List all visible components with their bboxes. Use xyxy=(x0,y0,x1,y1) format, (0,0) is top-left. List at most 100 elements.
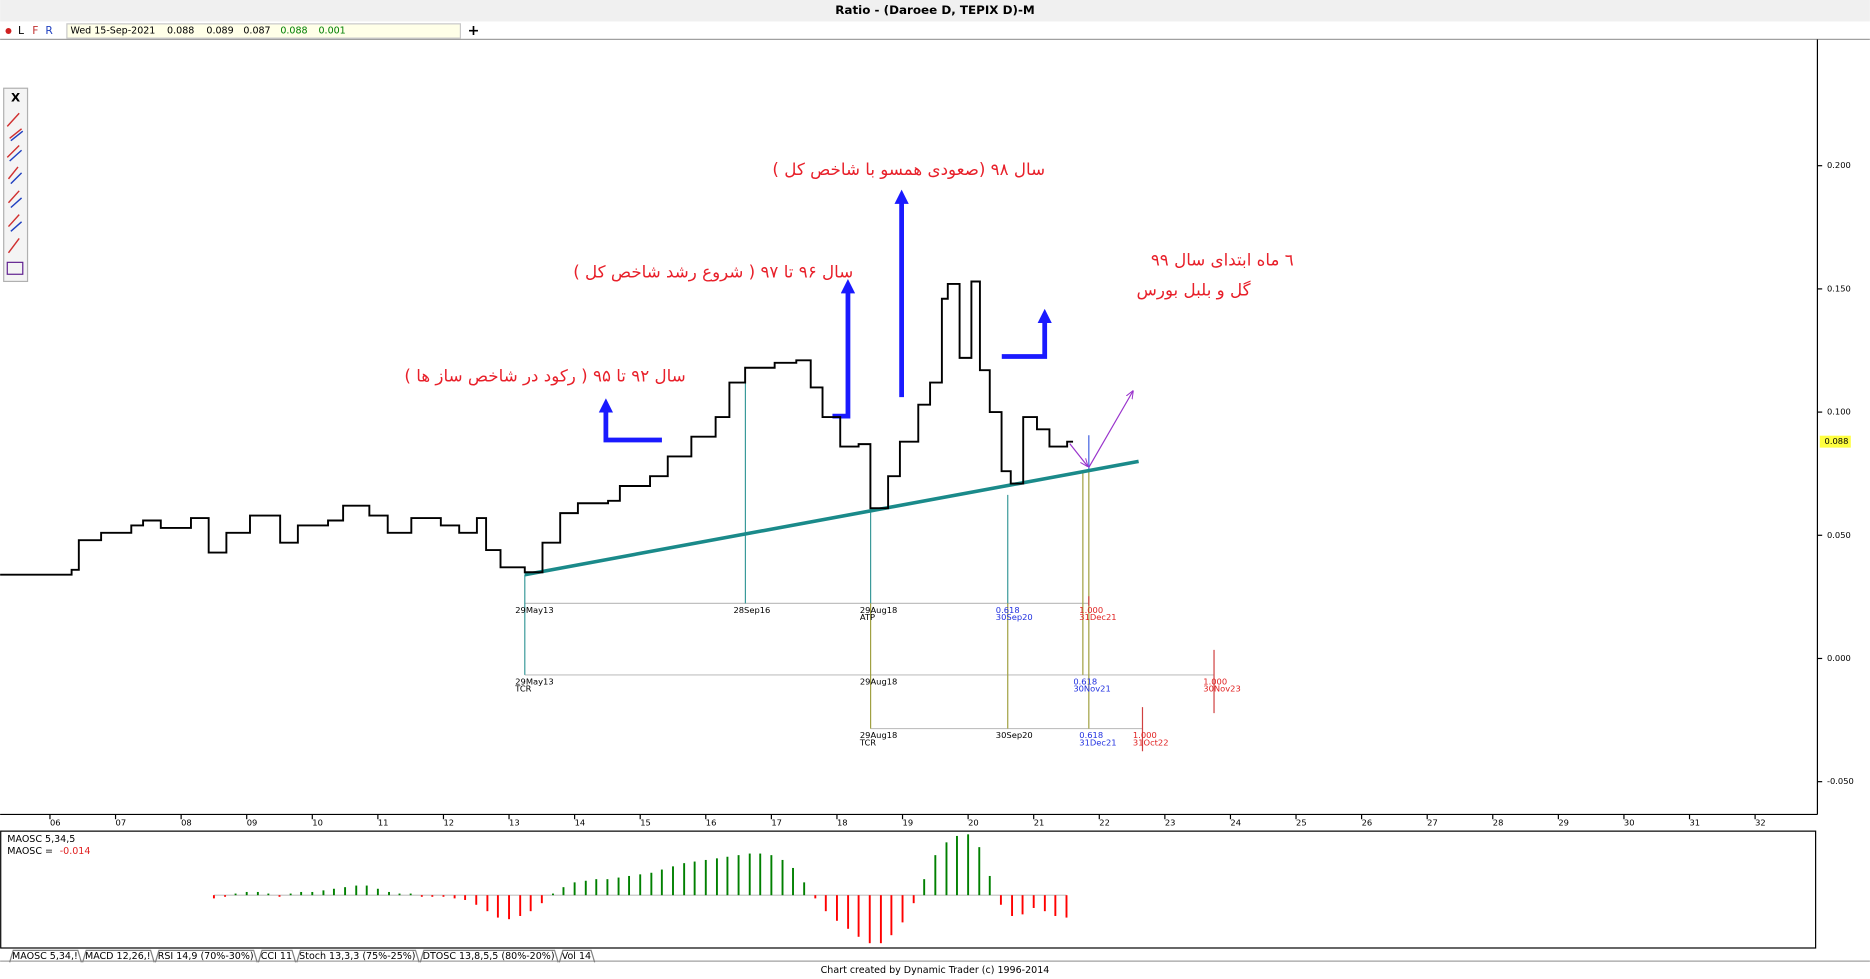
quote-close: 0.088 xyxy=(280,26,307,37)
toolbar-button[interactable]: F xyxy=(32,24,38,37)
oscillator-bar xyxy=(1011,895,1014,916)
x-tick-label: 26 xyxy=(1362,817,1373,827)
oscillator-bar xyxy=(683,863,686,896)
oscillator-bar xyxy=(519,895,522,916)
arrow xyxy=(1088,391,1133,468)
indicator-tab[interactable]: Stoch 13,3,3 (75%-25%) xyxy=(299,951,415,962)
oscillator-label: MAOSC 5,34,5 xyxy=(7,834,75,845)
oscillator-bar xyxy=(562,887,565,896)
oscillator-bar xyxy=(1021,895,1024,915)
oscillator-bar xyxy=(289,893,292,896)
oscillator-bar xyxy=(660,869,663,896)
indicator-tab[interactable]: RSI 14,9 (70%-30%) xyxy=(158,951,254,962)
oscillator-bar xyxy=(781,859,784,896)
oscillator-bar xyxy=(1043,895,1046,912)
tools-panel xyxy=(3,87,29,283)
oscillator-bar xyxy=(847,895,850,929)
projection-label: 31Dec21 xyxy=(1079,737,1116,747)
tab-border xyxy=(82,949,155,963)
purple-arrows xyxy=(1069,391,1133,468)
oscillator-bar xyxy=(672,866,674,896)
x-tick-label: 09 xyxy=(247,817,258,827)
indicator-tab[interactable]: MACD 12,26,! xyxy=(85,951,151,962)
x-tick-label: 20 xyxy=(968,817,979,827)
annotation: سال ۹۸ (صعودی همسو با شاخص کل ) xyxy=(772,160,1045,179)
oscillator-bar xyxy=(584,880,587,896)
x-tick-label: 32 xyxy=(1755,817,1766,827)
oscillator-bar xyxy=(606,879,609,896)
record-dot[interactable] xyxy=(5,28,12,34)
projection-label: 31Dec21 xyxy=(1079,612,1116,622)
indicator-tab[interactable]: DTOSC 13,8,5,5 (80%-20%) xyxy=(423,951,555,962)
last-value-box xyxy=(1819,435,1851,448)
indicator-tab[interactable]: Vol 14 xyxy=(562,951,591,962)
oscillator-bar xyxy=(300,891,303,896)
indicator-tab[interactable]: CCI 11 xyxy=(261,951,292,962)
oscillator-bar xyxy=(792,867,794,896)
projection-label: 0.618 xyxy=(1079,730,1103,740)
oscillator-bar xyxy=(868,895,871,944)
oscillator-bar xyxy=(628,875,631,896)
oscillator-bar xyxy=(332,888,335,896)
tool-icons[interactable] xyxy=(9,130,24,232)
oscillator-bar xyxy=(573,882,576,896)
add-tab-button[interactable]: + xyxy=(468,23,480,39)
oscillator-bar xyxy=(803,882,806,896)
indicator-tab[interactable]: MAOSC 5,34,! xyxy=(12,951,78,962)
oscillator-bar xyxy=(256,891,259,896)
annotation: سال ۹۲ تا ۹۵ ( رکود در شاخص ساز ها ) xyxy=(404,366,685,385)
tab-border xyxy=(9,949,82,963)
oscillator-bar xyxy=(726,856,729,896)
x-tick-label: 22 xyxy=(1099,817,1110,827)
oscillator-bar xyxy=(901,895,904,923)
tool-icons[interactable] xyxy=(6,112,23,254)
oscillator-bar xyxy=(245,891,248,896)
x-tick-label: 29 xyxy=(1558,817,1569,827)
toolbar-button[interactable]: L xyxy=(18,24,24,37)
oscillator-bar xyxy=(475,895,478,905)
projection-label: TCR xyxy=(859,737,876,747)
x-tick-label: 13 xyxy=(509,817,520,827)
oscillator-bar xyxy=(814,895,817,899)
oscillator-bar xyxy=(770,855,773,896)
oscillator-bar xyxy=(529,895,532,912)
oscillator-bar xyxy=(923,879,926,896)
x-tick-label: 19 xyxy=(903,817,914,827)
annotation: گل و بلبل بورس xyxy=(1137,280,1251,299)
tab-border xyxy=(558,949,596,963)
x-tick-label: 27 xyxy=(1427,817,1438,827)
tools-close[interactable]: X xyxy=(11,90,20,104)
tool-icon-grid[interactable] xyxy=(6,261,24,275)
oscillator-bar xyxy=(486,895,489,912)
x-tick-label: 08 xyxy=(181,817,192,827)
toolbar-button[interactable]: R xyxy=(45,24,53,37)
x-tick-label: 07 xyxy=(116,817,127,827)
footer: Chart created by Dynamic Trader (c) 1996… xyxy=(821,965,1050,976)
projection-guides xyxy=(524,369,1215,752)
projection-label: 0.618 xyxy=(996,605,1020,615)
oscillator-bar xyxy=(890,895,893,936)
x-tick-label: 15 xyxy=(640,817,651,827)
oscillator-bar xyxy=(267,893,270,896)
projection-label: 29May13 xyxy=(515,605,553,615)
oscillator-bar xyxy=(1054,895,1057,916)
quote-high: 0.089 xyxy=(206,26,233,37)
oscillator-bar xyxy=(1032,895,1035,908)
oscillator-bar xyxy=(322,890,325,896)
y-tick-label: -0.050 xyxy=(1827,776,1854,786)
tab-border xyxy=(154,949,258,963)
oscillator-bar xyxy=(693,861,696,896)
oscillator-bar xyxy=(552,893,554,896)
projection-label: 1.000 xyxy=(1203,677,1227,687)
oscillator-bar xyxy=(540,895,543,904)
tab-border xyxy=(257,949,297,963)
projection-label: 31Oct22 xyxy=(1133,737,1169,747)
tab-border xyxy=(296,949,420,963)
oscillator-bar xyxy=(224,895,227,897)
oscillator-bar xyxy=(956,835,958,896)
oscillator-bar xyxy=(912,895,915,904)
projection-line xyxy=(1088,596,1215,752)
oscillator-bar xyxy=(967,834,970,896)
oscillator-bar xyxy=(355,885,358,896)
quote-low: 0.087 xyxy=(243,26,270,37)
